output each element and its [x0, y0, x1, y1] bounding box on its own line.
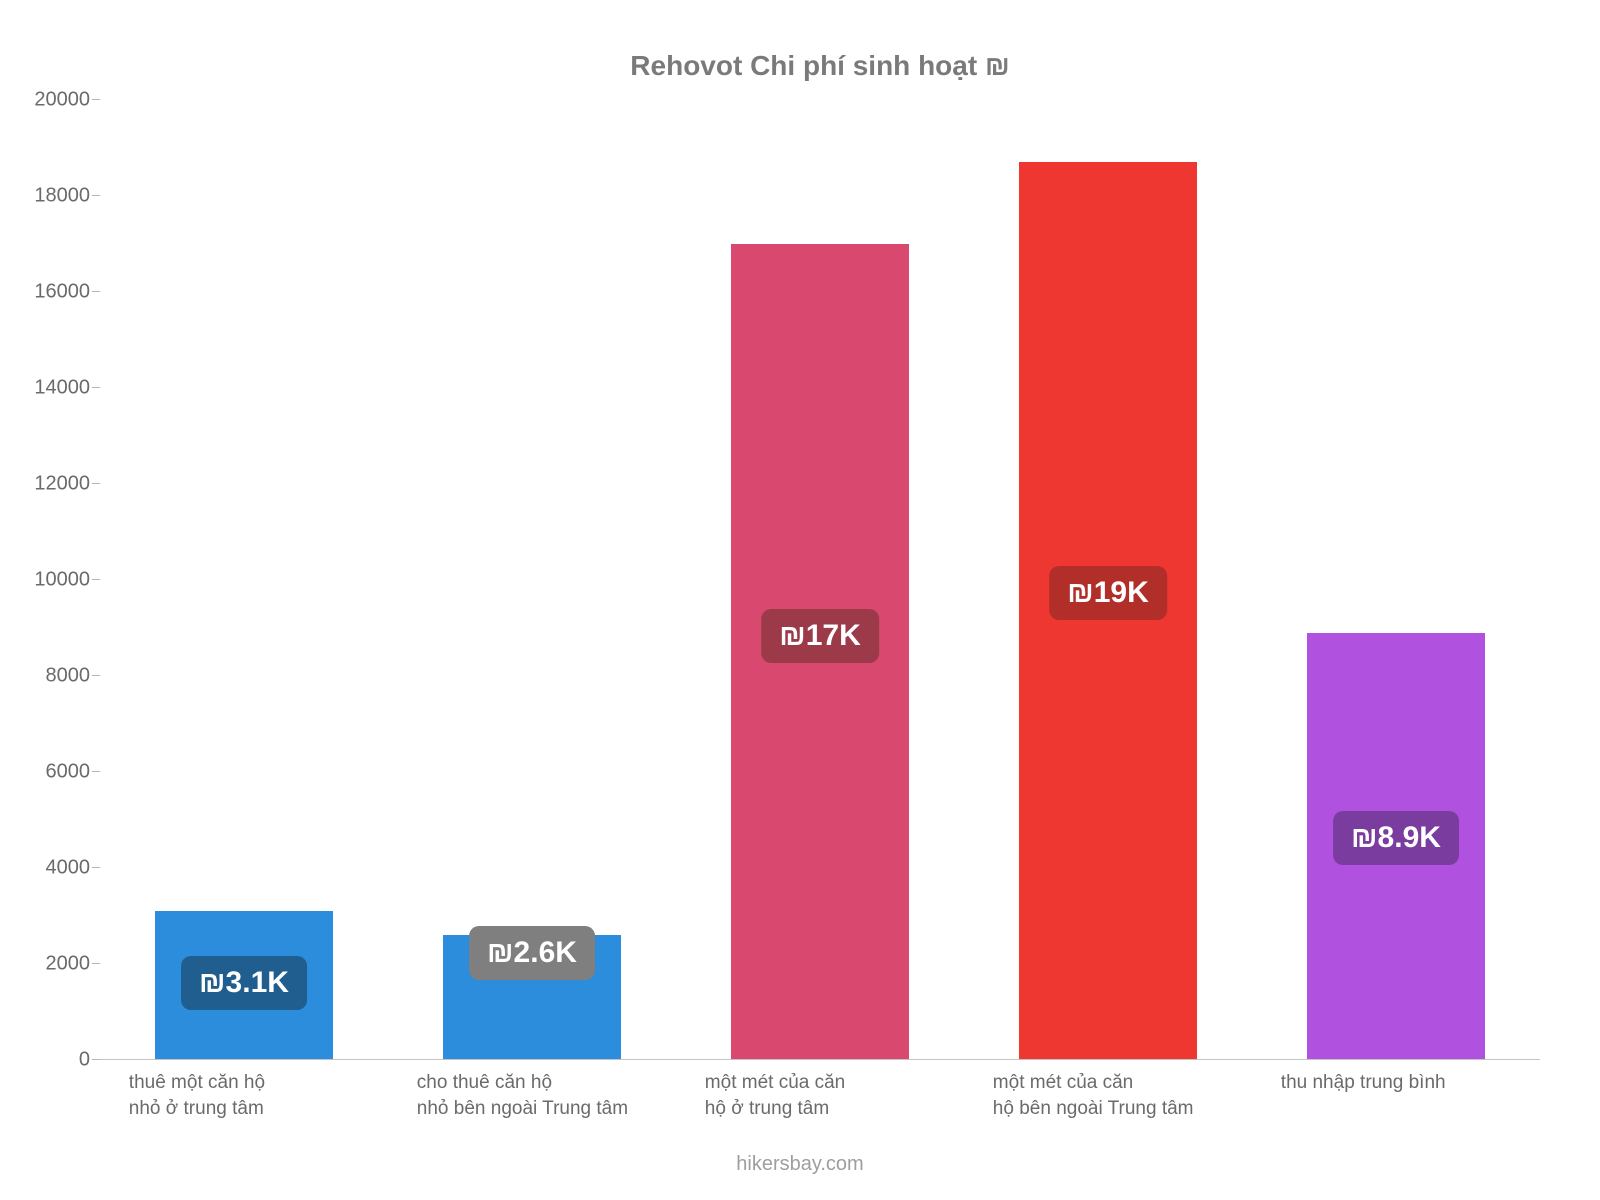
- y-tick-mark: [92, 1059, 100, 1060]
- bar-slot: ₪19K: [1019, 100, 1198, 1060]
- y-tick-label: 16000: [34, 281, 90, 304]
- x-axis-labels: thuê một căn hộ nhỏ ở trung tâmcho thuê …: [100, 1060, 1540, 1070]
- y-tick-mark: [92, 963, 100, 964]
- y-tick-label: 6000: [46, 761, 91, 784]
- x-category-label: thu nhập trung bình: [1281, 1070, 1555, 1096]
- value-badge: ₪3.1K: [181, 956, 307, 1010]
- y-tick-label: 4000: [46, 857, 91, 880]
- x-category-label: cho thuê căn hộ nhỏ bên ngoài Trung tâm: [417, 1070, 691, 1121]
- y-tick-mark: [92, 867, 100, 868]
- bar-slot: ₪3.1K: [155, 100, 334, 1060]
- y-tick-mark: [92, 483, 100, 484]
- value-badge: ₪8.9K: [1333, 811, 1459, 865]
- y-tick-mark: [92, 387, 100, 388]
- y-tick-label: 18000: [34, 185, 90, 208]
- plot-area: 0200040006000800010000120001400016000180…: [100, 100, 1540, 1060]
- y-tick-label: 0: [79, 1049, 90, 1072]
- value-badge: ₪19K: [1049, 566, 1167, 620]
- y-tick-mark: [92, 99, 100, 100]
- y-tick-label: 14000: [34, 377, 90, 400]
- value-badge: ₪2.6K: [469, 926, 595, 980]
- x-category-label: thuê một căn hộ nhỏ ở trung tâm: [129, 1070, 403, 1121]
- y-tick-label: 8000: [46, 665, 91, 688]
- y-tick-mark: [92, 579, 100, 580]
- y-tick-label: 2000: [46, 953, 91, 976]
- chart-container: Rehovot Chi phí sinh hoạt ₪ 020004000600…: [0, 0, 1600, 1200]
- y-tick-label: 10000: [34, 569, 90, 592]
- y-tick-label: 12000: [34, 473, 90, 496]
- chart-title: Rehovot Chi phí sinh hoạt ₪: [100, 50, 1540, 82]
- bar-slot: ₪2.6K: [443, 100, 622, 1060]
- y-tick-mark: [92, 675, 100, 676]
- y-tick-mark: [92, 195, 100, 196]
- bar-slot: ₪8.9K: [1307, 100, 1486, 1060]
- value-badge: ₪17K: [761, 609, 879, 663]
- chart-footer: hikersbay.com: [0, 1153, 1600, 1176]
- y-tick-label: 20000: [34, 89, 90, 112]
- x-category-label: một mét của căn hộ ở trung tâm: [705, 1070, 979, 1121]
- x-category-label: một mét của căn hộ bên ngoài Trung tâm: [993, 1070, 1267, 1121]
- bar-slot: ₪17K: [731, 100, 910, 1060]
- y-tick-mark: [92, 291, 100, 292]
- bars-layer: ₪3.1K ₪2.6K ₪17K ₪19K ₪8.9K: [100, 100, 1540, 1060]
- y-tick-mark: [92, 771, 100, 772]
